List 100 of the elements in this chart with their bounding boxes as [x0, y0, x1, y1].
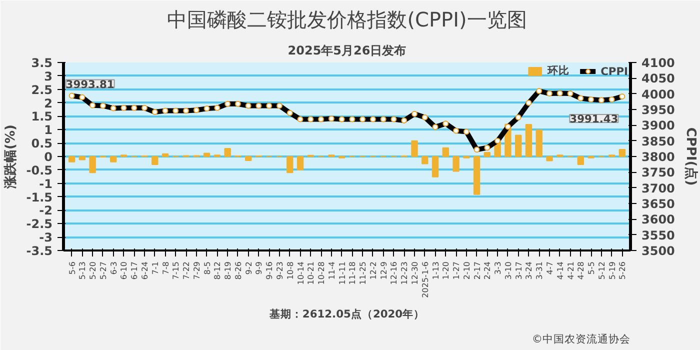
bar [473, 156, 480, 195]
x-tick-label: 11-4 [327, 262, 336, 280]
x-tick-label: 5-13 [78, 262, 88, 280]
y-tick-label: 2 [44, 96, 53, 110]
y2-tick-label: 3500 [642, 244, 675, 258]
y2-axis-title: CPPI(点) [682, 127, 699, 186]
x-tick-label: 3-3 [494, 261, 503, 275]
x-tick-label: 11-25 [358, 261, 368, 285]
x-tick-label: 2-17 [472, 262, 482, 280]
x-tick-label: 12-2 [368, 262, 378, 280]
bar [162, 153, 169, 157]
bar [411, 140, 418, 157]
x-tick-label: 6-10 [120, 262, 129, 280]
bar [525, 124, 532, 157]
y-tick-label: -1.5 [26, 190, 53, 204]
data-label: 3991.43 [570, 112, 618, 126]
bar [546, 156, 553, 162]
y-axis-title: 涨跌幅(%) [3, 124, 18, 190]
legend-label: 环比 [548, 64, 570, 78]
x-tick-label: 8-5 [202, 261, 212, 275]
y2-tick-label: 4050 [642, 72, 675, 86]
x-tick-label: 3-31 [535, 262, 544, 280]
y2-tick-label: 3800 [642, 150, 675, 164]
y-tick-label: 0 [44, 150, 53, 164]
x-tick-label: 4-7 [546, 261, 554, 275]
bar [514, 134, 522, 157]
x-tick-label: 7-1 [150, 261, 160, 275]
y-tick-label: 0.5 [31, 136, 53, 151]
x-tick-label: 8-26 [234, 262, 243, 280]
x-tick-label: 2-10 [462, 262, 472, 280]
x-tick-label: 3-24 [524, 262, 534, 280]
y-tick-label: 2.5 [31, 82, 53, 97]
x-tick-label: 10-14 [296, 261, 306, 285]
x-tick-label: 11-18 [348, 261, 358, 285]
bar [422, 156, 428, 164]
x-tick-label: 5-26 [618, 262, 628, 280]
x-tick-label: 9-16 [265, 262, 274, 280]
x-tick-label: 9-2 [244, 261, 254, 275]
bar [452, 156, 460, 172]
x-tick-label: 5-5 [587, 261, 596, 275]
legend-label: CPPI [600, 64, 628, 78]
x-tick-label: 4-21 [566, 262, 576, 280]
y-tick-label: -2.5 [26, 217, 53, 232]
bar [89, 156, 96, 174]
text: ©中国农资流通协会 [532, 332, 630, 346]
x-tick-label: 10-21 [306, 261, 316, 285]
x-tick-label: 9-23 [276, 262, 284, 280]
x-tick-label: 10-8 [286, 262, 295, 280]
x-tick-label: 5-19 [608, 262, 617, 280]
x-tick-label: 8-12 [213, 262, 222, 280]
x-tick-label: 5-6 [68, 261, 77, 275]
text: 基期：2612.05点（2020年） [268, 308, 425, 320]
y2-tick-label: 3850 [642, 134, 675, 148]
x-tick-label: 12-30 [410, 261, 420, 285]
x-tick-label: 5-20 [88, 262, 98, 280]
y2-tick-label: 3750 [642, 166, 675, 180]
y2-tick-label: 4000 [642, 87, 675, 102]
bar [203, 152, 210, 157]
y2-tick-label: 3550 [642, 228, 675, 242]
y-tick-label: 3 [44, 69, 53, 84]
bar [152, 156, 158, 166]
x-tick-label: 1-13 [431, 262, 440, 280]
y-tick-label: 1 [44, 123, 53, 138]
x-tick-label: 4-14 [556, 262, 565, 280]
x-tick-label: 8-19 [224, 262, 233, 280]
y-tick-label: -1 [39, 176, 53, 191]
y2-tick-label: 3600 [642, 212, 675, 227]
y2-tick-label: 3950 [642, 103, 675, 117]
x-tick-label: 3-10 [504, 262, 513, 280]
x-tick-label: 7-15 [172, 262, 181, 280]
chart-title: 中国磷酸二铵批发价格指数(CPPI)一览图 [167, 8, 527, 32]
x-tick-label: 3-17 [514, 262, 524, 280]
x-tick-label: 9-9 [254, 261, 264, 275]
data-label: 3993.81 [66, 78, 114, 91]
y2-tick-label: 3900 [642, 118, 675, 133]
bar [442, 147, 450, 157]
bar [68, 156, 76, 162]
y-tick-label: -0.5 [26, 163, 53, 178]
bar [296, 156, 304, 170]
bar [110, 156, 117, 162]
y-tick-label: 1.5 [31, 110, 53, 124]
x-tick-label: 6-17 [130, 262, 140, 280]
x-tick-label: 12-16 [390, 261, 399, 285]
bar [577, 156, 584, 166]
x-tick-label: 5-12 [597, 262, 606, 280]
y2-tick-label: 4100 [642, 56, 675, 70]
x-tick-label: 6-24 [140, 262, 150, 280]
bar [536, 130, 542, 157]
bar [224, 148, 231, 157]
chart-subtitle: 2025年5月26日发布 [288, 44, 406, 58]
y-tick-label: -3.5 [26, 244, 53, 258]
x-tick-label: 1-20 [442, 262, 451, 280]
x-tick-label: 7-29 [192, 262, 202, 280]
x-tick-label: 1-27 [452, 262, 462, 280]
bar [286, 156, 294, 174]
x-tick-label: 11-11 [338, 261, 347, 285]
x-tick-label: 4-28 [576, 262, 586, 280]
x-tick-label: 7-8 [161, 261, 170, 275]
x-tick-label: 5-27 [98, 262, 108, 280]
bar [244, 156, 252, 162]
